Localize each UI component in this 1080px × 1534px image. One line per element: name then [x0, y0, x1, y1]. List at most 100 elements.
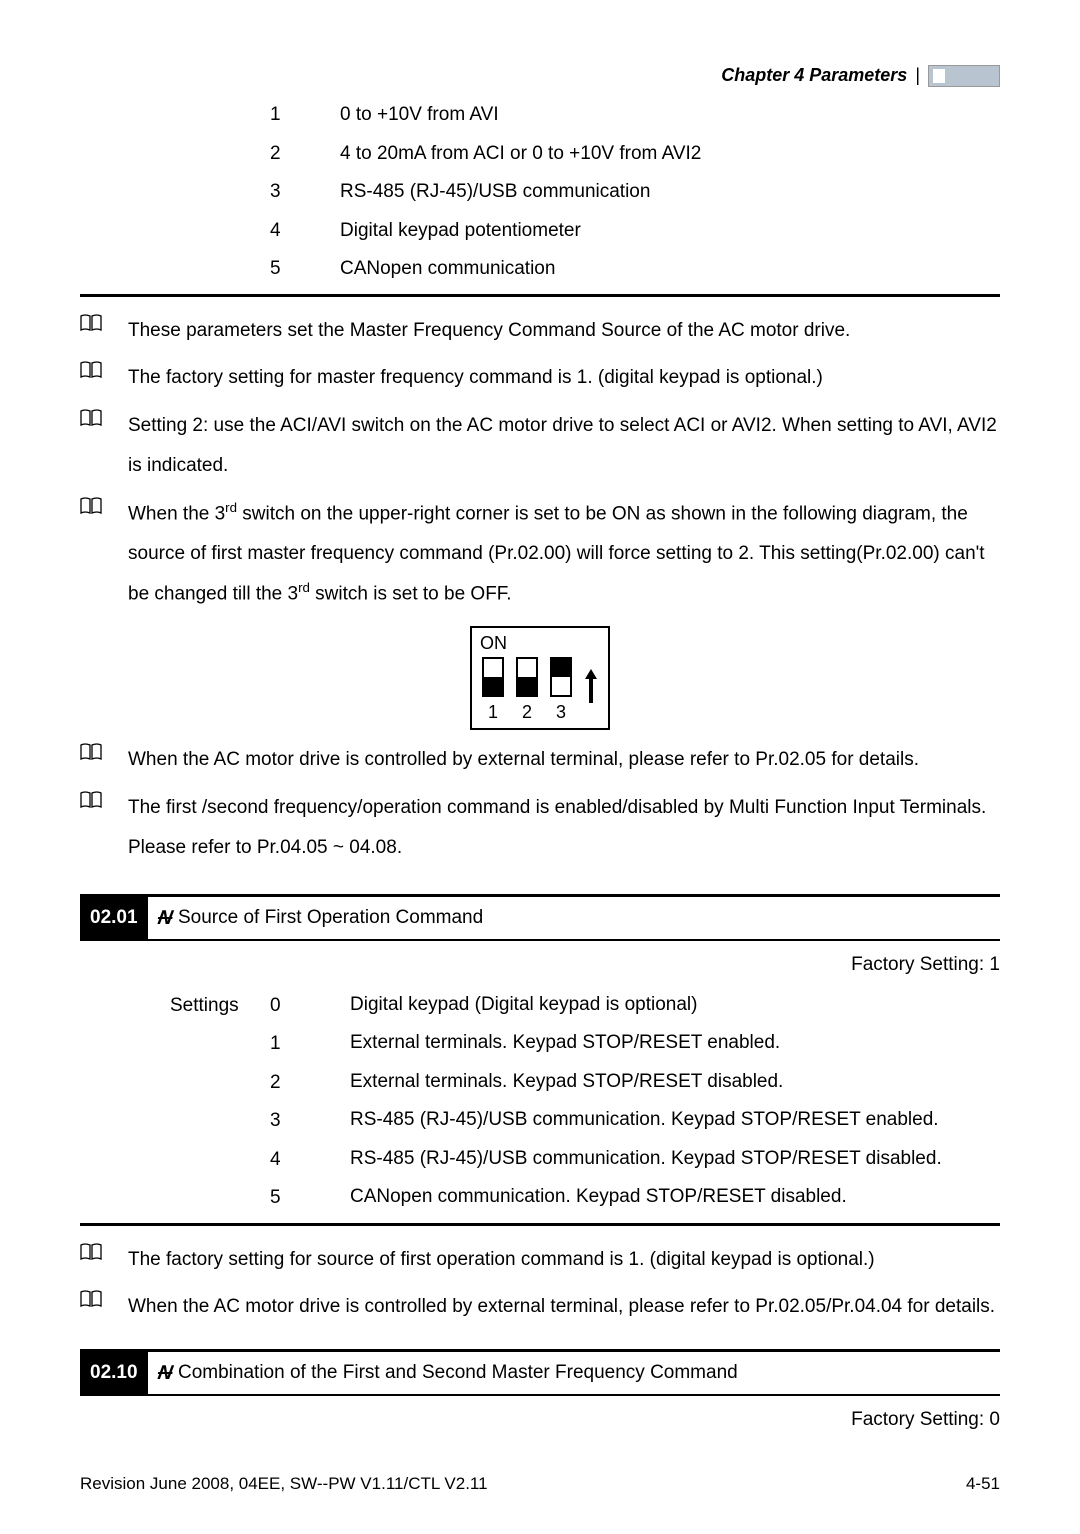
note-row: The factory setting for source of first …	[80, 1240, 1000, 1280]
notes-group-3: The factory setting for source of first …	[80, 1240, 1000, 1328]
setting-num: 5	[270, 1184, 350, 1213]
parameter-title: N Combination of the First and Second Ma…	[148, 1352, 1000, 1394]
dip-knob	[484, 677, 502, 695]
parameter-title-text: Source of First Operation Command	[178, 904, 483, 933]
note-text: The factory setting for master frequency…	[128, 358, 1000, 398]
dip-number: 1	[488, 699, 498, 726]
note-sup: rd	[225, 500, 237, 515]
note-sup: rd	[298, 580, 310, 595]
setting-num: 1	[270, 101, 340, 130]
setting-row: 4 RS-485 (RJ-45)/USB communication. Keyp…	[170, 1146, 1000, 1175]
setting-row: 5 CANopen communication	[270, 255, 1000, 284]
setting-row: Settings 0 Digital keypad (Digital keypa…	[170, 992, 1000, 1021]
dip-switch-box: ON 1 2 3	[470, 626, 610, 730]
page-header: Chapter 4 Parameters |	[80, 62, 1000, 89]
book-icon	[80, 408, 104, 437]
book-icon	[80, 496, 104, 525]
factory-setting: Factory Setting: 1	[80, 951, 1000, 980]
notes-group-1: These parameters set the Master Frequenc…	[80, 311, 1000, 615]
dip-slot	[550, 657, 572, 697]
note-row: When the 3rd switch on the upper-right c…	[80, 494, 1000, 614]
dip-slots: 1 2 3	[478, 657, 602, 726]
page-footer: Revision June 2008, 04EE, SW--PW V1.11/C…	[80, 1471, 1000, 1497]
param1-settings: Settings 0 Digital keypad (Digital keypa…	[170, 992, 1000, 1213]
book-icon	[80, 360, 104, 389]
note-row: The factory setting for master frequency…	[80, 358, 1000, 398]
note-text: Setting 2: use the ACI/AVI switch on the…	[128, 406, 1000, 486]
setting-desc: Digital keypad potentiometer	[340, 217, 1000, 246]
note-row: The first /second frequency/operation co…	[80, 788, 1000, 868]
setting-desc: External terminals. Keypad STOP/RESET di…	[350, 1069, 1000, 1098]
setting-row: 4 Digital keypad potentiometer	[270, 217, 1000, 246]
dip-col-3: 3	[550, 657, 572, 726]
note-row: These parameters set the Master Frequenc…	[80, 311, 1000, 351]
setting-row: 2 4 to 20mA from ACI or 0 to +10V from A…	[270, 140, 1000, 169]
setting-desc: CANopen communication. Keypad STOP/RESET…	[350, 1184, 1000, 1213]
horizontal-rule	[80, 294, 1000, 297]
setting-num: 4	[270, 1146, 350, 1175]
note-text-switch: When the 3rd switch on the upper-right c…	[128, 494, 1000, 614]
book-icon	[80, 790, 104, 819]
setting-desc: Digital keypad (Digital keypad is option…	[350, 992, 1000, 1021]
parameter-title: N Source of First Operation Command	[148, 897, 1000, 939]
note-fragment: When the 3	[128, 503, 225, 524]
brand-badge	[928, 65, 1000, 87]
dip-knob	[552, 659, 570, 677]
dip-switch-diagram: ON 1 2 3	[80, 626, 1000, 730]
setting-desc: 4 to 20mA from ACI or 0 to +10V from AVI…	[340, 140, 1000, 169]
runtime-writable-icon: N	[155, 1358, 175, 1388]
runtime-writable-icon: N	[155, 903, 175, 933]
dip-arrow-up-icon	[584, 666, 598, 706]
horizontal-rule	[80, 1223, 1000, 1226]
setting-num: 2	[270, 1069, 350, 1098]
note-row: Setting 2: use the ACI/AVI switch on the…	[80, 406, 1000, 486]
setting-num: 5	[270, 255, 340, 284]
setting-num: 1	[270, 1030, 350, 1059]
note-text: The first /second frequency/operation co…	[128, 788, 1000, 868]
setting-desc: RS-485 (RJ-45)/USB communication. Keypad…	[350, 1107, 1000, 1136]
note-text: The factory setting for source of first …	[128, 1240, 1000, 1280]
note-row: When the AC motor drive is controlled by…	[80, 1287, 1000, 1327]
dip-number: 2	[522, 699, 532, 726]
dip-knob	[518, 677, 536, 695]
book-icon	[80, 313, 104, 342]
setting-desc: CANopen communication	[340, 255, 1000, 284]
dip-col-1: 1	[482, 657, 504, 726]
note-fragment: switch is set to be OFF.	[310, 584, 512, 605]
factory-setting: Factory Setting: 0	[80, 1406, 1000, 1435]
note-text: When the AC motor drive is controlled by…	[128, 1287, 1000, 1327]
note-row: When the AC motor drive is controlled by…	[80, 740, 1000, 780]
dip-slot	[516, 657, 538, 697]
parameter-code: 02.01	[80, 897, 148, 939]
note-fragment: switch on the upper-right corner is set …	[128, 503, 985, 604]
setting-row: 3 RS-485 (RJ-45)/USB communication. Keyp…	[170, 1107, 1000, 1136]
settings-label: Settings	[170, 992, 270, 1021]
dip-col-2: 2	[516, 657, 538, 726]
book-icon	[80, 1242, 104, 1271]
parameter-code: 02.10	[80, 1352, 148, 1394]
footer-page-number: 4-51	[966, 1471, 1000, 1497]
parameter-header-0210: 02.10 N Combination of the First and Sec…	[80, 1349, 1000, 1396]
setting-row: 2 External terminals. Keypad STOP/RESET …	[170, 1069, 1000, 1098]
setting-row: 1 0 to +10V from AVI	[270, 101, 1000, 130]
setting-num: 3	[270, 178, 340, 207]
top-settings-list: 1 0 to +10V from AVI 2 4 to 20mA from AC…	[270, 101, 1000, 284]
setting-num: 2	[270, 140, 340, 169]
book-icon	[80, 1289, 104, 1318]
parameter-title-text: Combination of the First and Second Mast…	[178, 1359, 738, 1388]
setting-row: 1 External terminals. Keypad STOP/RESET …	[170, 1030, 1000, 1059]
setting-desc: RS-485 (RJ-45)/USB communication	[340, 178, 1000, 207]
note-text: These parameters set the Master Frequenc…	[128, 311, 1000, 351]
footer-revision: Revision June 2008, 04EE, SW--PW V1.11/C…	[80, 1471, 488, 1497]
setting-num: 4	[270, 217, 340, 246]
setting-num: 0	[270, 992, 350, 1021]
setting-row: 5 CANopen communication. Keypad STOP/RES…	[170, 1184, 1000, 1213]
setting-num: 3	[270, 1107, 350, 1136]
header-separator: |	[915, 62, 920, 89]
book-icon	[80, 742, 104, 771]
dip-number: 3	[556, 699, 566, 726]
setting-desc: 0 to +10V from AVI	[340, 101, 1000, 130]
setting-row: 3 RS-485 (RJ-45)/USB communication	[270, 178, 1000, 207]
setting-desc: RS-485 (RJ-45)/USB communication. Keypad…	[350, 1146, 1000, 1175]
parameter-header-0201: 02.01 N Source of First Operation Comman…	[80, 894, 1000, 941]
